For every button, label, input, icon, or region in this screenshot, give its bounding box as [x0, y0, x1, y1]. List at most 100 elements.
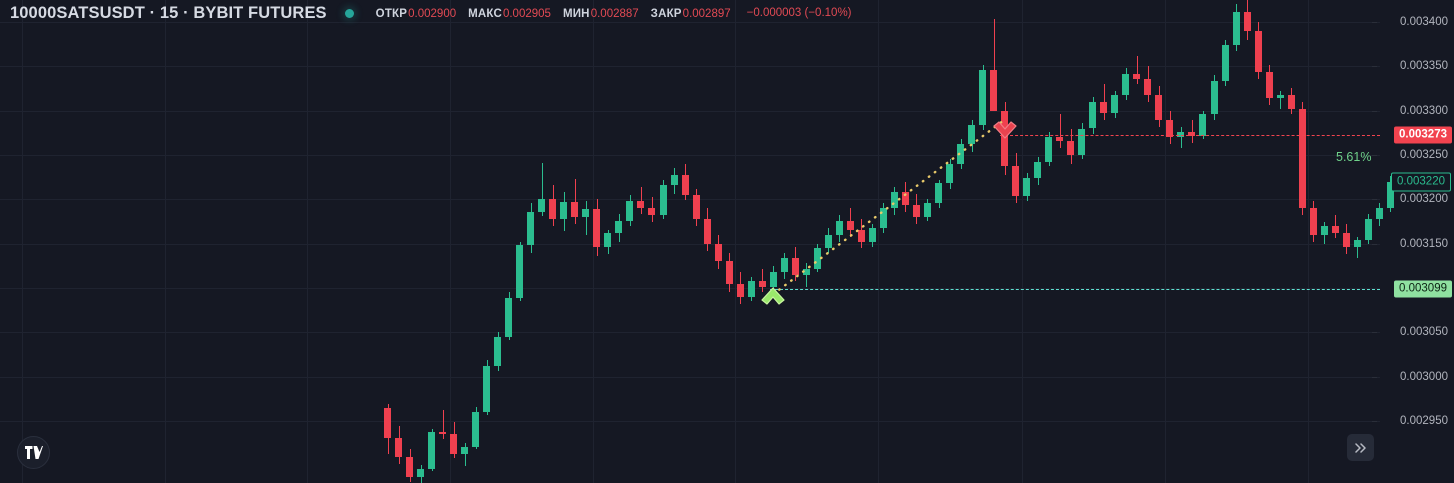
candle-body[interactable] — [1299, 109, 1306, 209]
expand-panel-button[interactable] — [1347, 434, 1374, 461]
candle-body[interactable] — [1056, 137, 1063, 141]
support-price-badge[interactable]: 0.003099 — [1394, 280, 1452, 298]
candle-body[interactable] — [957, 144, 964, 164]
candle-body[interactable] — [748, 280, 755, 297]
candle-body[interactable] — [704, 218, 711, 244]
candle-body[interactable] — [891, 192, 898, 209]
candle-body[interactable] — [538, 199, 545, 212]
candle-body[interactable] — [516, 245, 523, 298]
candle-body[interactable] — [1387, 181, 1394, 209]
candle-body[interactable] — [626, 201, 633, 221]
candle-body[interactable] — [549, 199, 556, 219]
candle-body[interactable] — [1144, 78, 1151, 95]
candle-body[interactable] — [1376, 208, 1383, 219]
candle-body[interactable] — [1233, 11, 1240, 46]
candle-body[interactable] — [582, 209, 589, 218]
candle-body[interactable] — [604, 233, 611, 248]
candle-body[interactable] — [737, 284, 744, 297]
candle-body[interactable] — [1222, 45, 1229, 81]
candle-body[interactable] — [637, 201, 644, 209]
candle-body[interactable] — [1188, 132, 1195, 136]
candle-body[interactable] — [1288, 94, 1295, 109]
price-axis[interactable]: 0.003400 0.003350 0.003300 0.003250 0.003200… — [1372, 0, 1454, 483]
candle-body[interactable] — [968, 124, 975, 145]
candle-body[interactable] — [648, 208, 655, 216]
support-line[interactable] — [770, 288, 1380, 290]
candle-body[interactable] — [825, 234, 832, 249]
candle-body[interactable] — [472, 412, 479, 447]
candle-body[interactable] — [1321, 225, 1328, 235]
candle-body[interactable] — [1122, 73, 1129, 95]
candle-body[interactable] — [1277, 94, 1284, 99]
candle-body[interactable] — [1078, 128, 1085, 156]
candle-body[interactable] — [1045, 137, 1052, 163]
sell-arrow-marker[interactable] — [992, 119, 1018, 141]
candle-body[interactable] — [858, 230, 865, 242]
candle-body[interactable] — [1354, 240, 1361, 248]
candle-body[interactable] — [792, 257, 799, 275]
candle-body[interactable] — [1211, 80, 1218, 115]
candle-body[interactable] — [693, 194, 700, 219]
candle-body[interactable] — [1343, 233, 1350, 248]
resistance-price-badge[interactable]: 0.003273 — [1394, 126, 1452, 144]
candle-body[interactable] — [1012, 165, 1019, 196]
candle-body[interactable] — [1111, 94, 1118, 113]
candle-body[interactable] — [990, 70, 997, 111]
candle-body[interactable] — [836, 220, 843, 235]
candle-body[interactable] — [1332, 225, 1339, 234]
candle-body[interactable] — [1133, 73, 1140, 79]
candle-body[interactable] — [726, 260, 733, 285]
candle-body[interactable] — [1199, 114, 1206, 136]
candle-body[interactable] — [560, 202, 567, 219]
candle-body[interactable] — [715, 243, 722, 261]
candle-body[interactable] — [1244, 11, 1251, 31]
candle-body[interactable] — [406, 457, 413, 477]
candle-body[interactable] — [671, 174, 678, 186]
candle-body[interactable] — [483, 366, 490, 413]
candle-body[interactable] — [682, 174, 689, 195]
candle-body[interactable] — [880, 208, 887, 228]
candle-body[interactable] — [902, 192, 909, 205]
candle-body[interactable] — [1365, 218, 1372, 241]
candle-body[interactable] — [1100, 101, 1107, 113]
candle-body[interactable] — [814, 248, 821, 269]
candle-body[interactable] — [1155, 94, 1162, 120]
candle-body[interactable] — [759, 280, 766, 288]
last-price-badge[interactable]: 0.003220 — [1391, 172, 1451, 192]
candle-body[interactable] — [913, 204, 920, 218]
symbol-title[interactable]: 10000SATSUSDT · 15 · BYBIT FUTURES — [10, 3, 327, 22]
candle-body[interactable] — [593, 209, 600, 248]
candle-body[interactable] — [505, 297, 512, 337]
candle-body[interactable] — [1034, 162, 1041, 179]
candle-body[interactable] — [450, 434, 457, 454]
candle-body[interactable] — [979, 70, 986, 125]
candle-body[interactable] — [781, 257, 788, 273]
candle-body[interactable] — [869, 227, 876, 242]
candle-body[interactable] — [1255, 31, 1262, 72]
buy-arrow-marker[interactable] — [760, 285, 786, 309]
candle-body[interactable] — [1067, 140, 1074, 156]
candle-body[interactable] — [1310, 208, 1317, 235]
candle-body[interactable] — [395, 437, 402, 458]
candle-body[interactable] — [1266, 71, 1273, 99]
candle-body[interactable] — [461, 446, 468, 454]
tradingview-logo[interactable] — [17, 436, 50, 469]
candle-body[interactable] — [439, 431, 446, 435]
candle-body[interactable] — [847, 220, 854, 231]
candle-body[interactable] — [417, 468, 424, 477]
candle-body[interactable] — [924, 202, 931, 218]
candle-body[interactable] — [803, 268, 810, 275]
candle-body[interactable] — [527, 211, 534, 246]
candle-body[interactable] — [935, 183, 942, 203]
candle-body[interactable] — [615, 220, 622, 234]
candle-body[interactable] — [660, 185, 667, 216]
candle-body[interactable] — [428, 431, 435, 469]
candle-body[interactable] — [1023, 178, 1030, 196]
candle-body[interactable] — [571, 202, 578, 218]
candle-body[interactable] — [384, 407, 391, 438]
candle-body[interactable] — [1166, 119, 1173, 138]
candle-body[interactable] — [946, 163, 953, 184]
candle-body[interactable] — [494, 336, 501, 366]
candle-body[interactable] — [1089, 101, 1096, 129]
resistance-line[interactable] — [1000, 134, 1380, 136]
